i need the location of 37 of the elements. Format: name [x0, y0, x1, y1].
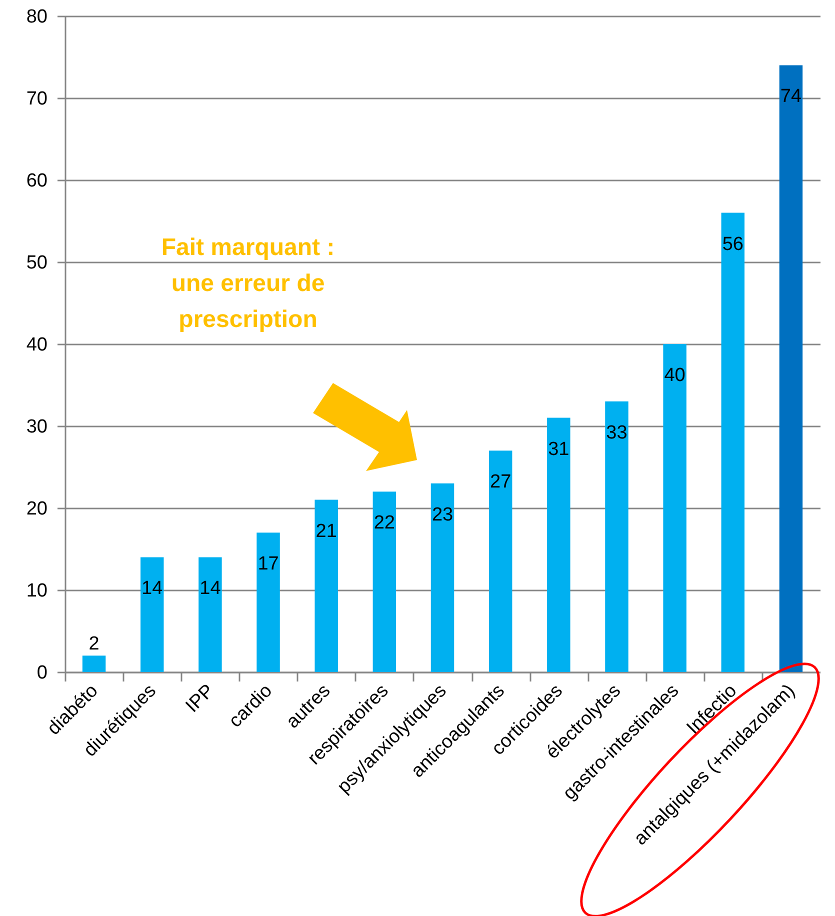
data-label: 17 — [258, 554, 279, 575]
bar — [198, 557, 222, 672]
data-label: 21 — [316, 520, 337, 542]
y-tick-label: 30 — [26, 416, 48, 438]
bar — [372, 492, 396, 672]
bar — [605, 401, 628, 672]
y-tick-label: 60 — [26, 170, 48, 192]
data-label: 74 — [780, 86, 802, 108]
y-tick-label: 0 — [36, 662, 48, 684]
bar — [721, 212, 744, 672]
y-tick-label: 40 — [26, 334, 48, 356]
annotation: Fait marquant : une erreur de prescription — [161, 234, 335, 333]
data-label: 22 — [374, 512, 395, 534]
data-label: 23 — [432, 504, 454, 526]
data-label: 2 — [88, 634, 100, 655]
y-tick-label: 20 — [26, 498, 48, 520]
y-tick-label: 70 — [26, 88, 48, 110]
bar — [430, 483, 454, 672]
bar — [140, 557, 164, 672]
bar — [314, 500, 338, 672]
y-tick-label: 80 — [26, 6, 48, 28]
data-label: 33 — [606, 422, 628, 444]
data-label: 27 — [490, 472, 512, 493]
bar — [82, 656, 106, 672]
data-label: 31 — [548, 438, 570, 460]
bar — [663, 344, 686, 672]
data-label: 56 — [722, 234, 744, 255]
bar — [547, 418, 570, 672]
bar — [779, 65, 803, 672]
x-tick-label: IPP — [182, 680, 218, 717]
data-label: 14 — [200, 578, 222, 600]
data-label: 40 — [664, 365, 686, 386]
data-label: 14 — [142, 578, 164, 600]
y-tick-label: 50 — [26, 252, 48, 274]
y-tick-label: 10 — [26, 580, 48, 602]
bar — [256, 532, 280, 672]
bar — [488, 450, 512, 672]
